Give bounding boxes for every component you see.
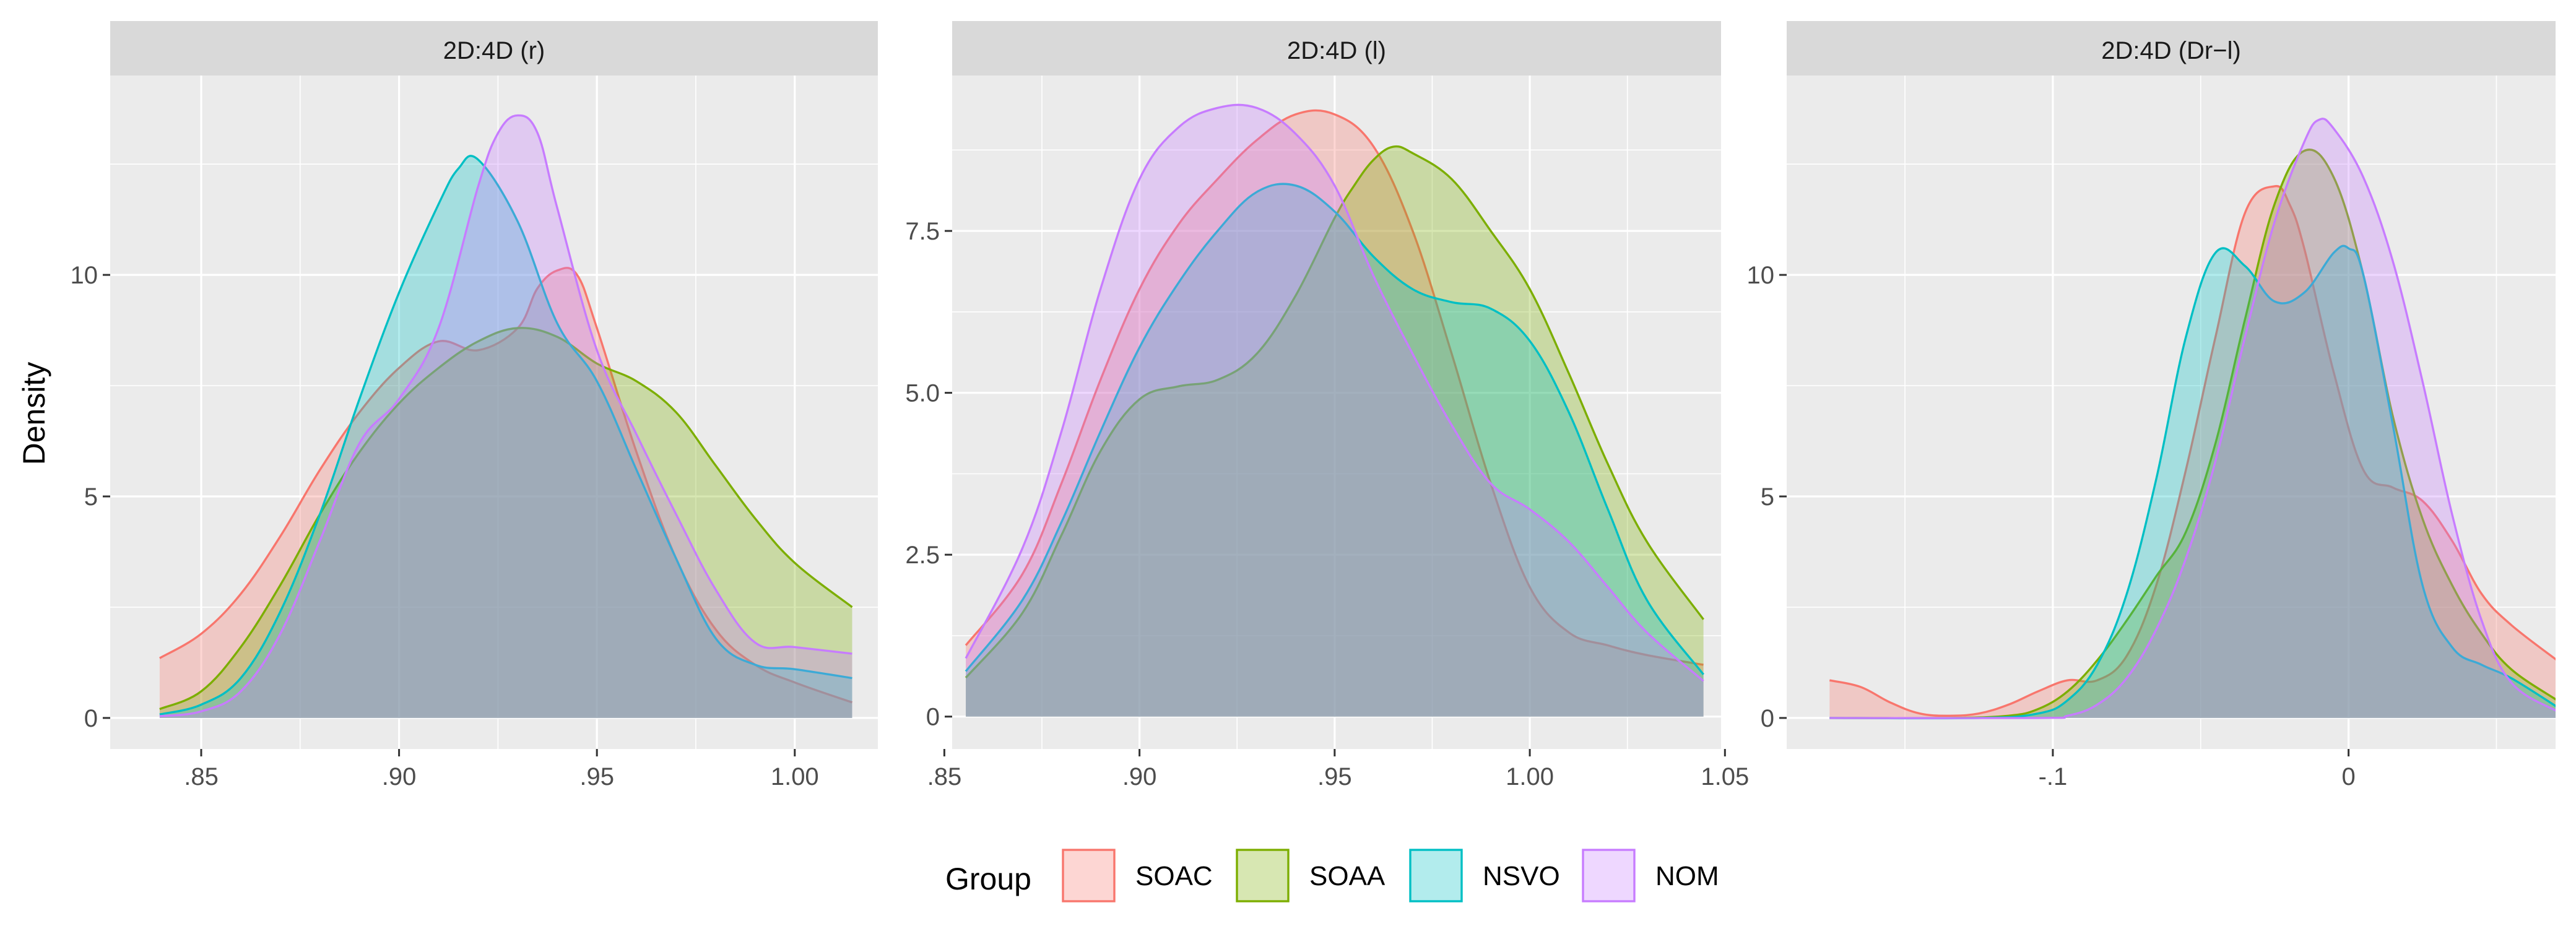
legend-items: SOAC SOAA NSVO NOM (1062, 849, 1719, 902)
y-tick-label: 10 (1747, 262, 1775, 289)
panel-3: 2D:4D (Dr−l) -.1 0 0 5 10 (1747, 21, 2556, 790)
y-tick-label: 7.5 (905, 218, 940, 245)
density-areas (1829, 118, 2556, 720)
y-tick-label: 5.0 (905, 380, 940, 407)
y-tick-label: 0 (84, 705, 98, 732)
density-line-nsvo (1829, 244, 2556, 720)
density-area-nsvo (966, 184, 1704, 717)
legend-item-nsvo: NSVO (1409, 849, 1560, 902)
density-area-nom (966, 105, 1704, 717)
panel-strip (1787, 21, 2556, 76)
density-area-soaa (966, 146, 1704, 717)
x-tick-label: .90 (1122, 763, 1157, 790)
density-area-soac (1829, 186, 2556, 718)
y-tick-label: 5 (1761, 483, 1774, 511)
panel-1: 2D:4D (r) .85 .90 .95 1.00 0 5 10 (71, 21, 878, 790)
x-tick-label: 1.00 (771, 763, 819, 790)
panel-strip (952, 21, 1721, 76)
density-line-nsvo (159, 155, 852, 716)
panel-title: 2D:4D (l) (1287, 37, 1386, 64)
legend-label: SOAA (1309, 861, 1386, 891)
x-tick-label: .95 (579, 763, 614, 790)
legend-key (1409, 849, 1463, 902)
density-line-soaa (965, 145, 1704, 679)
density-line-nom (965, 103, 1704, 682)
density-line-soaa (159, 327, 853, 711)
y-tick-label: 5 (84, 483, 98, 511)
panel-2: 2D:4D (l) .85 .90 .95 1.00 1.05 0 2.5 5.0 7.5 (905, 21, 1749, 790)
plot-background (1787, 76, 2556, 749)
density-areas (965, 103, 1704, 717)
y-tick-label: 2.5 (905, 542, 940, 569)
plot-background (110, 76, 878, 749)
legend-label: NOM (1655, 861, 1719, 891)
panel-strip (110, 21, 878, 76)
panel-title: 2D:4D (Dr−l) (2101, 37, 2241, 64)
y-tick-label: 0 (1761, 705, 1774, 732)
density-line-soac (965, 109, 1704, 666)
legend-label: NSVO (1483, 861, 1560, 891)
density-area-nom (159, 115, 852, 718)
panels-layer: 2D:4D (r) .85 .90 .95 1.00 0 5 10 2D:4D (l) .85 .9… (71, 21, 2556, 790)
legend: Group SOAC SOAA NSVO NOM (945, 849, 1719, 902)
legend-item-nom: NOM (1582, 849, 1719, 902)
x-tick-label: 1.05 (1701, 763, 1749, 790)
legend-key (1236, 849, 1290, 902)
legend-item-soaa: SOAA (1236, 849, 1386, 902)
x-tick-label: 1.00 (1506, 763, 1554, 790)
legend-title: Group (945, 862, 1031, 896)
x-tick-label: .85 (184, 763, 219, 790)
legend-item-soac: SOAC (1062, 849, 1213, 902)
density-area-soac (159, 267, 852, 718)
density-line-nom (1829, 118, 2556, 719)
y-tick-label: 10 (71, 262, 98, 289)
x-tick-label: 0 (2341, 763, 2355, 790)
density-area-soaa (159, 327, 852, 718)
density-area-nsvo (159, 155, 852, 718)
x-tick-label: .90 (382, 763, 417, 790)
density-line-nsvo (965, 183, 1704, 675)
x-tick-label: .85 (927, 763, 962, 790)
density-area-nom (1829, 118, 2556, 719)
density-area-soaa (1829, 149, 2556, 719)
legend-label: SOAC (1135, 861, 1213, 891)
x-tick-label: .95 (1317, 763, 1352, 790)
y-tick-label: 0 (926, 704, 940, 731)
legend-key (1582, 849, 1636, 902)
x-tick-label: -.1 (2039, 763, 2068, 790)
y-axis-title: Density (17, 362, 51, 465)
legend-key (1062, 849, 1116, 902)
density-line-soac (159, 267, 853, 704)
density-area-nsvo (1829, 246, 2556, 719)
panel-title: 2D:4D (r) (443, 37, 545, 64)
density-areas (159, 114, 853, 718)
density-line-nom (159, 114, 852, 717)
